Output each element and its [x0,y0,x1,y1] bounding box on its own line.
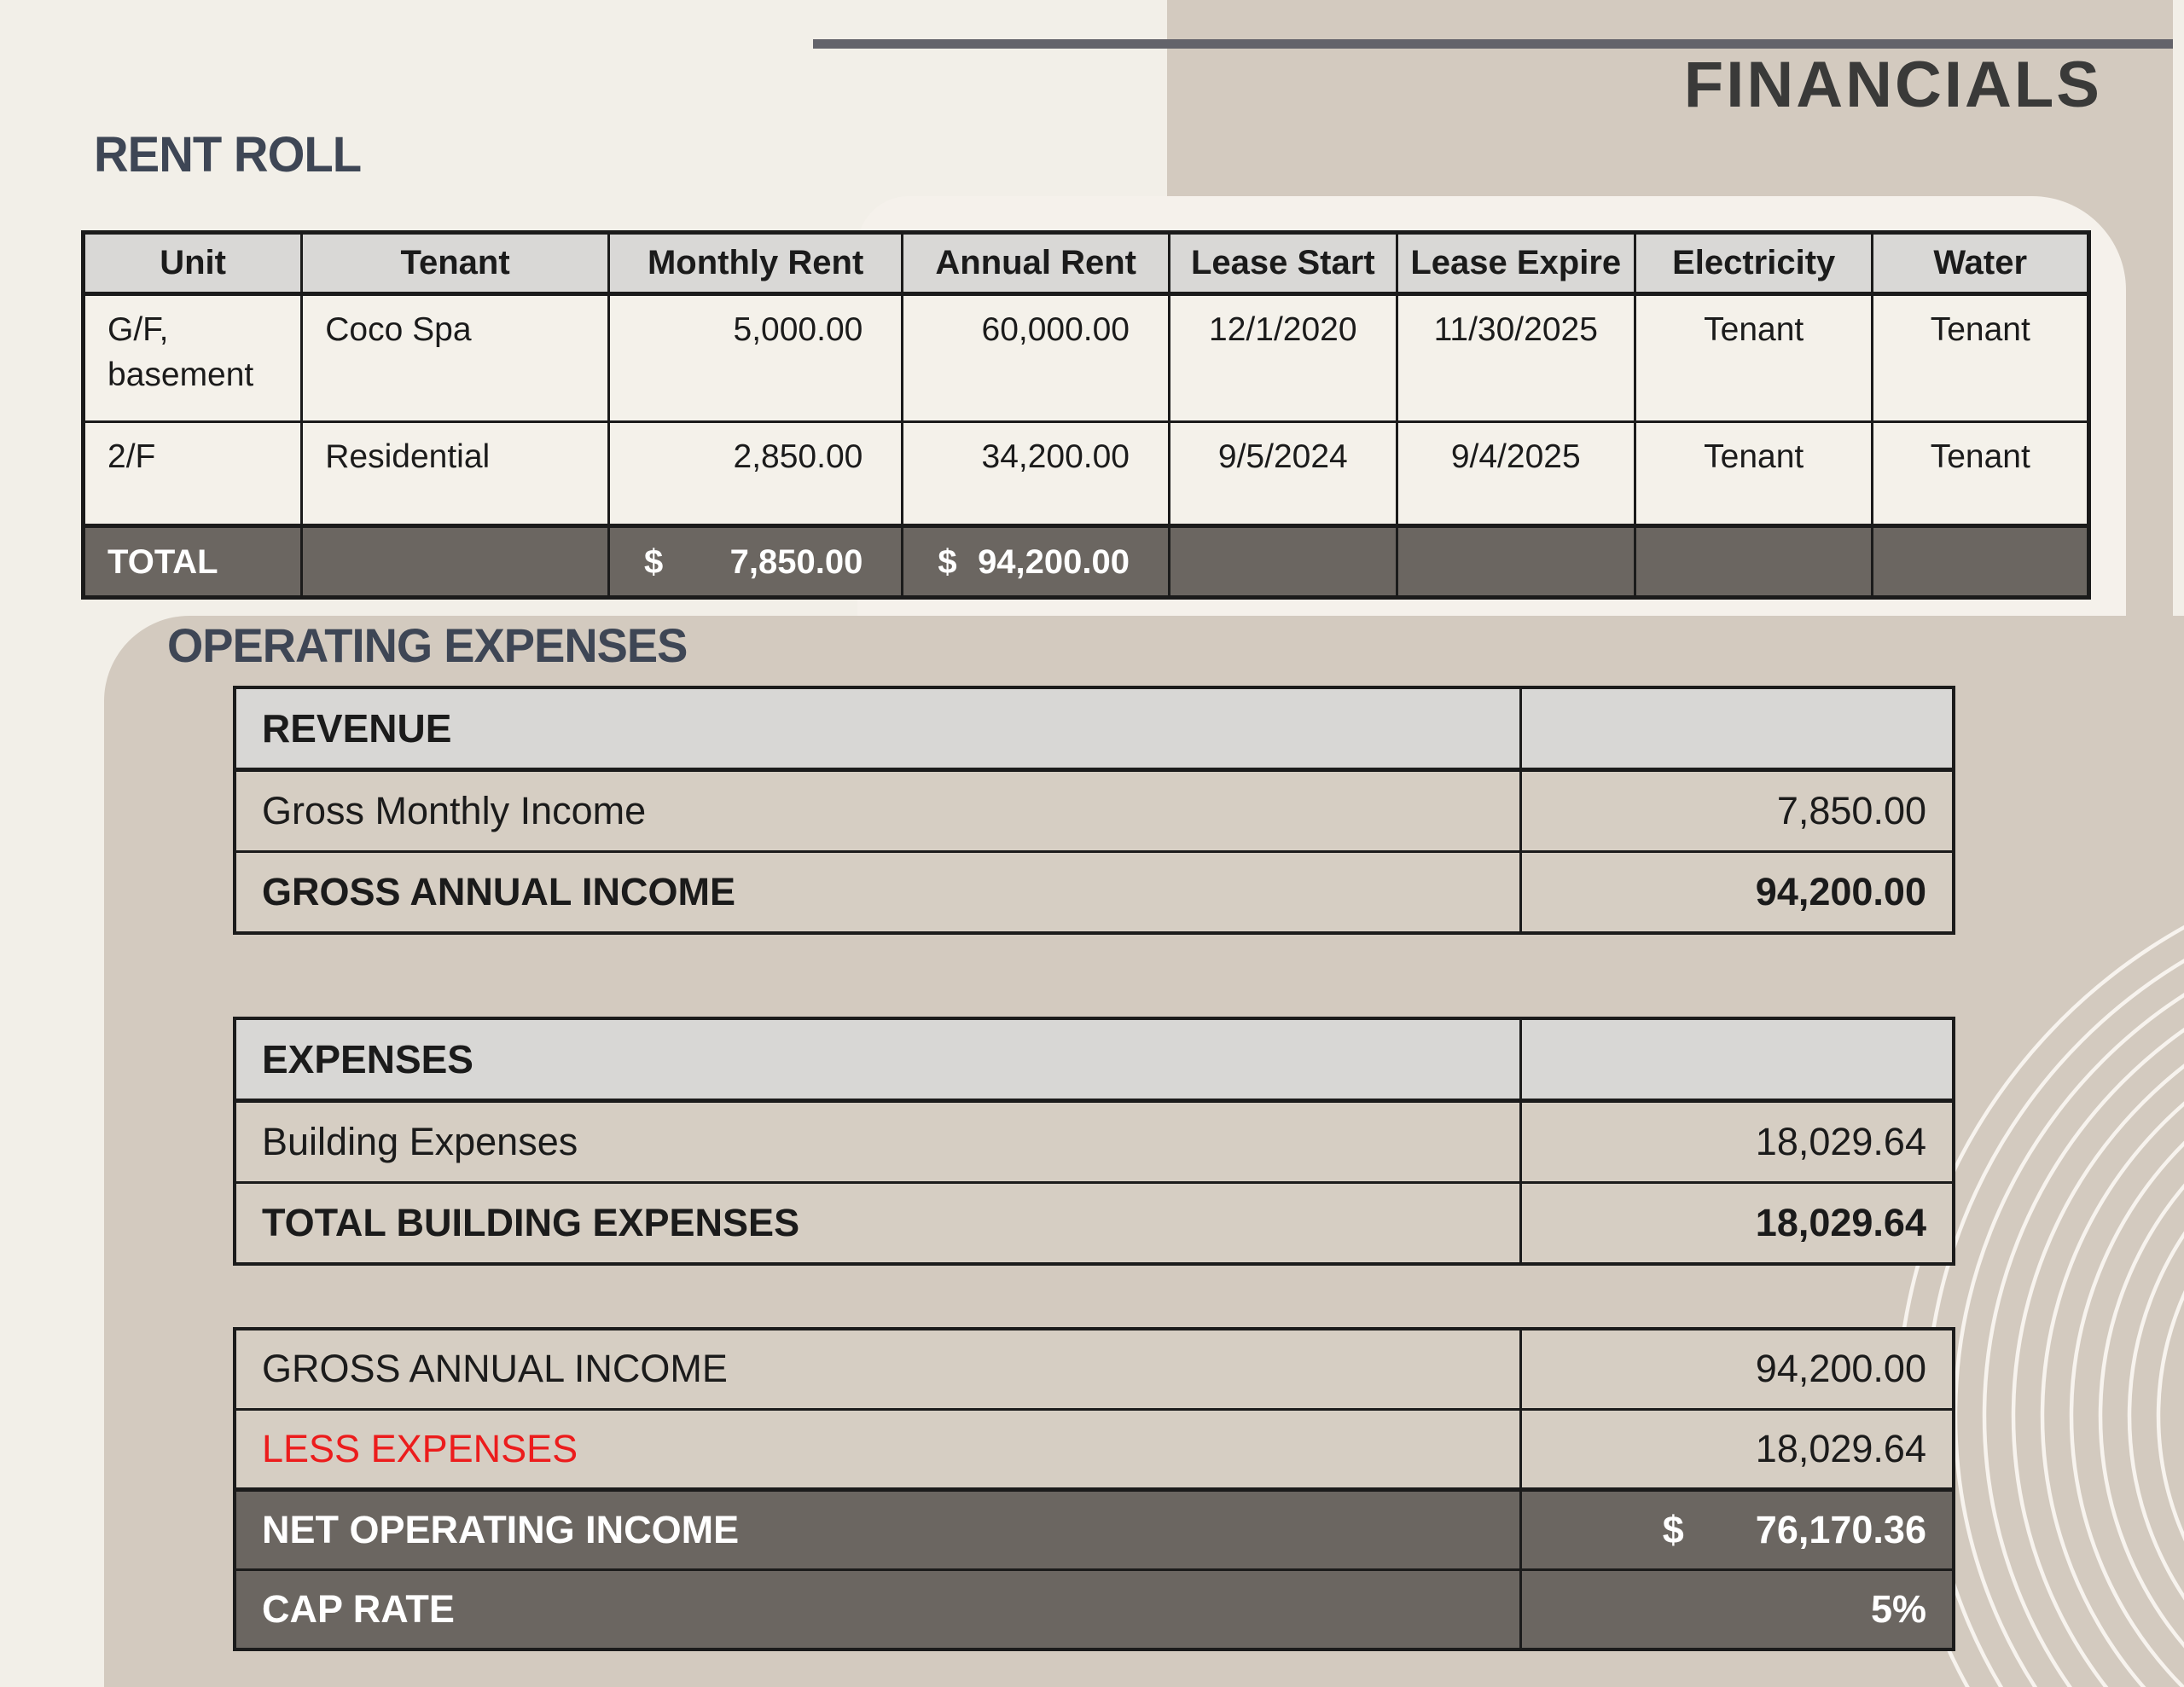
column-header-lease-start: Lease Start [1168,231,1398,296]
summary-gross-annual-label: GROSS ANNUAL INCOME [233,1327,1522,1411]
monthly-rent-cell: 2,850.00 [607,420,904,527]
tenant-cell: Residential [300,420,610,527]
electricity-cell: Tenant [1633,420,1874,527]
tenant-cell: Coco Spa [300,293,610,423]
column-header-electricity: Electricity [1633,231,1874,296]
rent-roll-table: Unit Tenant Monthly Rent Annual Rent Lea… [81,230,2091,600]
expenses-header-label: EXPENSES [233,1017,1522,1103]
table-row: 2/F Residential 2,850.00 34,200.00 9/5/2… [81,420,2090,527]
header-divider-rule [813,39,2173,49]
annual-rent-cell: 60,000.00 [901,293,1171,423]
expenses-table: EXPENSES Building Expenses 18,029.64 TOT… [233,1017,1955,1266]
currency-symbol: $ [643,542,664,581]
table-row: LESS EXPENSES 18,029.64 [233,1407,1955,1491]
less-expenses-value: 18,029.64 [1519,1407,1955,1491]
annual-rent-cell: 34,200.00 [901,420,1171,527]
summary-gross-annual-value: 94,200.00 [1519,1327,1955,1411]
electricity-cell: Tenant [1633,293,1874,423]
revenue-header-row: REVENUE [233,686,1955,772]
building-expenses-value: 18,029.64 [1519,1099,1955,1184]
cap-rate-value: 5% [1519,1568,1955,1651]
column-header-monthly-rent: Monthly Rent [607,231,904,296]
empty-cell [300,524,610,599]
monthly-total-value: 7,850.00 [729,542,863,581]
water-cell: Tenant [1871,420,2090,527]
gross-monthly-income-label: Gross Monthly Income [233,768,1522,853]
gross-annual-income-label: GROSS ANNUAL INCOME [233,849,1522,935]
net-operating-income-row: NET OPERATING INCOME $ 76,170.36 [233,1487,1955,1571]
expenses-header-row: EXPENSES [233,1017,1955,1103]
total-building-expenses-label: TOTAL BUILDING EXPENSES [233,1180,1522,1266]
empty-cell [1871,524,2090,599]
revenue-table: REVENUE Gross Monthly Income 7,850.00 GR… [233,686,1955,935]
operating-expenses-heading: OPERATING EXPENSES [167,618,688,672]
net-operating-income-label: NET OPERATING INCOME [233,1487,1522,1571]
table-row: Building Expenses 18,029.64 [233,1099,1955,1184]
noi-summary-table: GROSS ANNUAL INCOME 94,200.00 LESS EXPEN… [233,1327,1955,1651]
rent-roll-total-row: TOTAL $ 7,850.00 $ 94,200.00 [81,524,2090,599]
column-header-lease-expire: Lease Expire [1395,231,1636,296]
empty-cell [1168,524,1398,599]
page-title: FINANCIALS [1683,49,2102,121]
gross-monthly-income-value: 7,850.00 [1519,768,1955,853]
rent-roll-header-row: Unit Tenant Monthly Rent Annual Rent Lea… [81,231,2090,296]
total-building-expenses-value: 18,029.64 [1519,1180,1955,1266]
building-expenses-label: Building Expenses [233,1099,1522,1184]
currency-symbol: $ [938,542,957,581]
column-header-unit: Unit [81,231,304,296]
cap-rate-row: CAP RATE 5% [233,1568,1955,1651]
revenue-header-label: REVENUE [233,686,1522,772]
column-header-tenant: Tenant [300,231,610,296]
lease-expire-cell: 9/4/2025 [1395,420,1636,527]
annual-total-cell: $ 94,200.00 [901,524,1171,599]
lease-expire-cell: 11/30/2025 [1395,293,1636,423]
gross-annual-income-value: 94,200.00 [1519,849,1955,935]
monthly-total-cell: $ 7,850.00 [607,524,904,599]
table-row: G/F, basement Coco Spa 5,000.00 60,000.0… [81,293,2090,423]
table-row: GROSS ANNUAL INCOME 94,200.00 [233,1327,1955,1411]
empty-cell [1519,1017,1955,1103]
lease-start-cell: 9/5/2024 [1168,420,1398,527]
net-operating-income-cell: $ 76,170.36 [1519,1487,1955,1571]
lease-start-cell: 12/1/2020 [1168,293,1398,423]
less-expenses-label: LESS EXPENSES [233,1407,1522,1491]
water-cell: Tenant [1871,293,2090,423]
table-row: Gross Monthly Income 7,850.00 [233,768,1955,853]
table-row: TOTAL BUILDING EXPENSES 18,029.64 [233,1180,1955,1266]
table-row: GROSS ANNUAL INCOME 94,200.00 [233,849,1955,935]
annual-total-value: 94,200.00 [978,542,1130,581]
unit-cell: 2/F [81,420,304,527]
monthly-rent-cell: 5,000.00 [607,293,904,423]
empty-cell [1633,524,1874,599]
column-header-annual-rent: Annual Rent [901,231,1171,296]
cap-rate-label: CAP RATE [233,1568,1522,1651]
currency-symbol: $ [1662,1507,1684,1551]
unit-cell: G/F, basement [81,293,304,423]
rent-roll-heading: RENT ROLL [94,127,362,183]
net-operating-income-value: 76,170.36 [1755,1507,1926,1551]
column-header-water: Water [1871,231,2090,296]
empty-cell [1519,686,1955,772]
empty-cell [1395,524,1636,599]
total-label: TOTAL [81,524,304,599]
